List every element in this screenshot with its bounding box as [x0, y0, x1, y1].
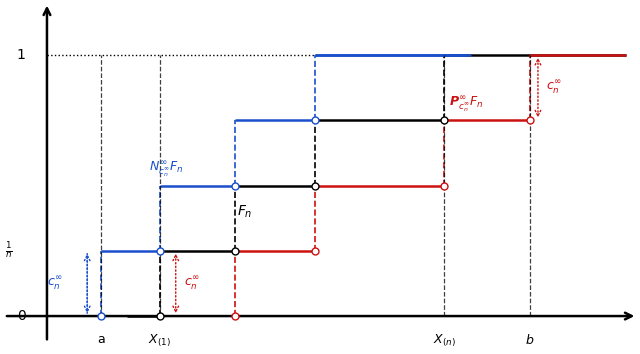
- Text: $\boldsymbol{P}_{c_n^{\infty}}^{\infty}F_n$: $\boldsymbol{P}_{c_n^{\infty}}^{\infty}F…: [449, 95, 484, 115]
- Text: $X_{(1)}$: $X_{(1)}$: [148, 333, 171, 349]
- Text: $\frac{1}{n}$: $\frac{1}{n}$: [4, 240, 12, 261]
- Text: $c_n^{\infty}$: $c_n^{\infty}$: [546, 79, 562, 96]
- Text: $c_n^{\infty}$: $c_n^{\infty}$: [47, 275, 63, 292]
- Text: 1: 1: [17, 48, 26, 62]
- Text: $b$: $b$: [525, 333, 534, 347]
- Text: 0: 0: [17, 309, 26, 323]
- Text: a: a: [97, 333, 104, 346]
- Text: $X_{(n)}$: $X_{(n)}$: [433, 333, 456, 349]
- Text: $F_n$: $F_n$: [237, 204, 253, 220]
- Text: $c_n^{\infty}$: $c_n^{\infty}$: [184, 275, 200, 292]
- Text: $N_{c_n^{\infty}}^{\infty}F_n$: $N_{c_n^{\infty}}^{\infty}F_n$: [149, 160, 183, 180]
